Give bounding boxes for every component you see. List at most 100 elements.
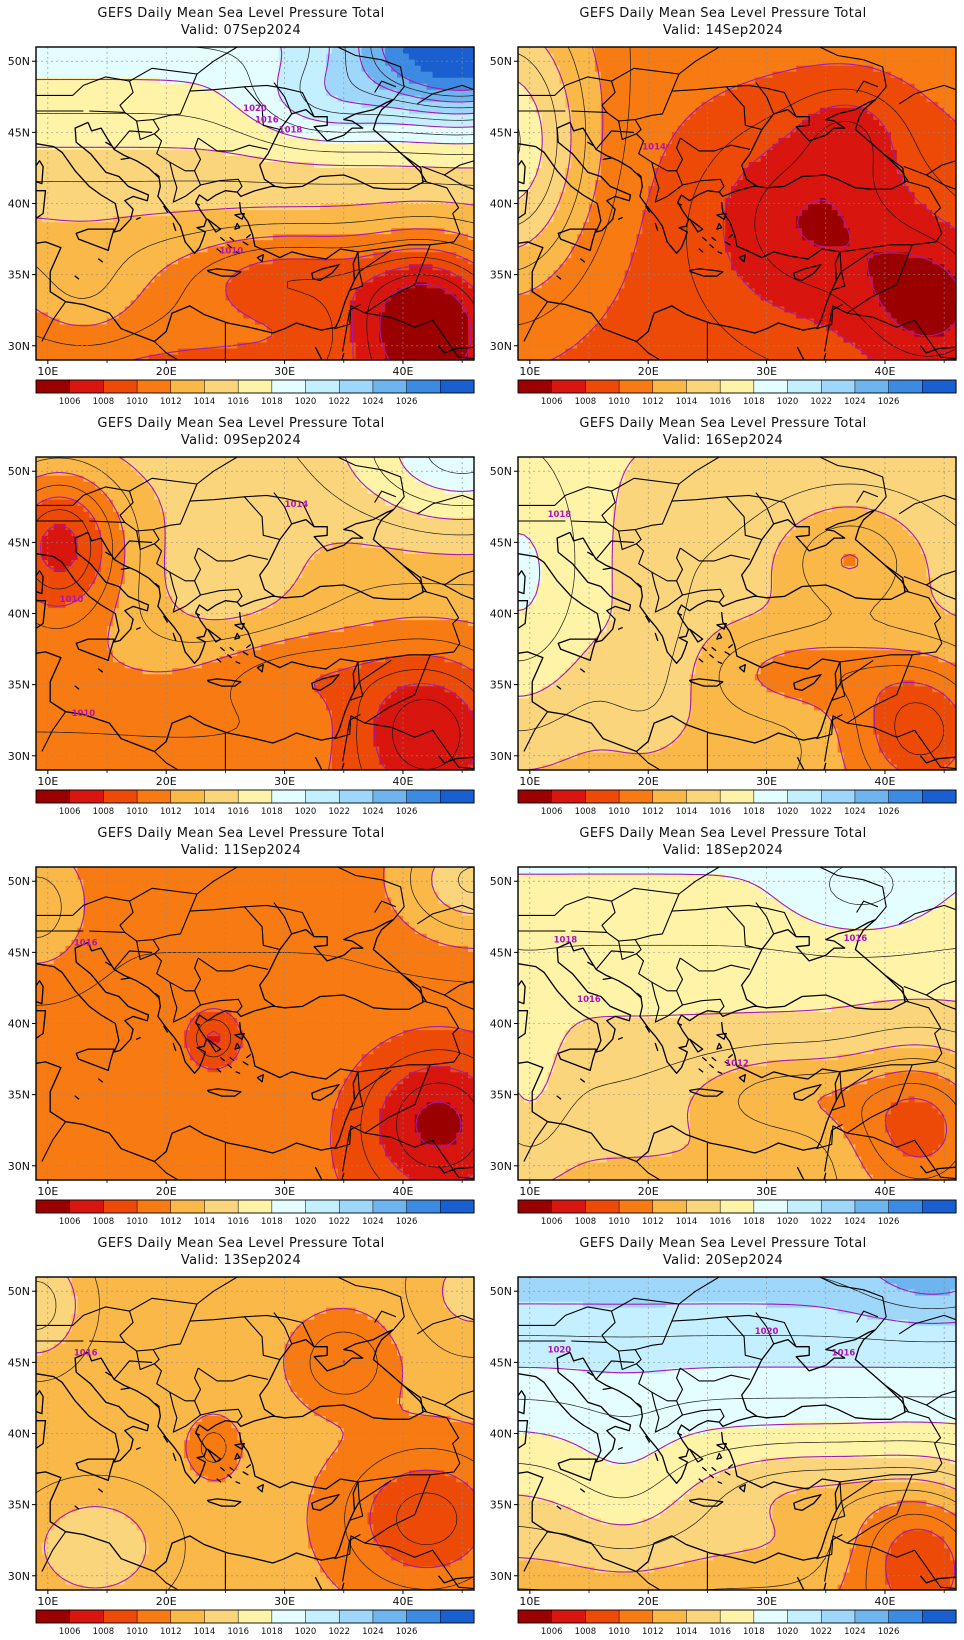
colorbar-label: 1020 (295, 807, 317, 817)
colorbar-swatch (922, 379, 957, 394)
colorbar-swatch (305, 1609, 340, 1624)
colorbar-label: 1012 (160, 397, 182, 407)
lat-tick-label: 45N (8, 126, 30, 139)
colorbar-label: 1008 (93, 1217, 115, 1227)
lon-tick-label: 30E (756, 1185, 777, 1198)
contour-lines (518, 47, 956, 360)
lat-tick-label: 45N (8, 946, 30, 959)
colorbar-label: 1024 (844, 1217, 866, 1227)
panel-valid-date: Valid: 13Sep2024 (0, 1252, 482, 1269)
colorbar-swatch (820, 379, 856, 394)
colorbar-label: 1010 (608, 807, 630, 817)
colorbar-label: 1018 (743, 397, 765, 407)
colorbar-swatch (69, 379, 104, 394)
colorbar-swatch (551, 789, 586, 804)
colorbar-swatch (136, 1609, 172, 1624)
colorbar-label: 1018 (743, 807, 765, 817)
graticule (36, 47, 474, 360)
lon-tick-label: 10E (37, 775, 58, 788)
lat-tick-label: 45N (490, 536, 512, 549)
colorbar-swatch (753, 789, 789, 804)
colorbar-label: 1006 (59, 1627, 81, 1637)
colorbar-label: 1016 (227, 807, 249, 817)
colorbar-swatch (440, 1199, 475, 1214)
isobar-label: 1012 (725, 1059, 749, 1069)
colorbar-label: 1016 (227, 1627, 249, 1637)
colorbar-label: 1026 (396, 1627, 418, 1637)
colorbar-swatch (618, 1199, 654, 1214)
colorbar-label: 1006 (541, 397, 563, 407)
colorbar-swatch (585, 789, 620, 804)
colorbar-label: 1022 (328, 807, 350, 817)
colorbar-label: 1010 (608, 1217, 630, 1227)
panel-title: GEFS Daily Mean Sea Level Pressure Total (0, 5, 482, 22)
map-panel-14Sep2024: GEFS Daily Mean Sea Level Pressure Total… (482, 0, 964, 410)
colorbar-label: 1022 (810, 1627, 832, 1637)
colorbar-swatch (338, 1199, 374, 1214)
panel-valid-date: Valid: 18Sep2024 (482, 842, 964, 859)
colorbar-label: 1006 (541, 807, 563, 817)
isobar-label: 1018 (279, 125, 303, 135)
colorbar-swatch (854, 1609, 890, 1624)
colorbar-label: 1006 (59, 807, 81, 817)
colorbar-label: 1024 (362, 1627, 384, 1637)
lat-tick-label: 50N (490, 875, 512, 888)
lon-tick-label: 30E (274, 1185, 295, 1198)
isobar-label: 1016 (74, 1348, 98, 1358)
colorbar-swatch (103, 1199, 138, 1214)
colorbar-swatch (305, 379, 340, 394)
colorbar-swatch (551, 379, 586, 394)
lon-tick-label: 40E (392, 365, 413, 378)
lat-tick-label: 50N (490, 55, 512, 68)
lon-tick-label: 30E (756, 775, 777, 788)
map-panel-16Sep2024: GEFS Daily Mean Sea Level Pressure Total… (482, 410, 964, 820)
colorbar-label: 1014 (676, 1627, 698, 1637)
isobar-label: 1018 (548, 510, 572, 520)
colorbar-label: 1018 (743, 1627, 765, 1637)
colorbar-swatch (551, 1609, 586, 1624)
colorbar-label: 1016 (709, 397, 731, 407)
colorbar-label: 1014 (676, 397, 698, 407)
lon-tick-label: 10E (519, 1185, 540, 1198)
colorbar-swatch (820, 1199, 856, 1214)
panel-title: GEFS Daily Mean Sea Level Pressure Total (482, 1235, 964, 1252)
colorbar-label: 1026 (396, 1217, 418, 1227)
lon-tick-label: 40E (392, 775, 413, 788)
colorbar-swatch (686, 789, 721, 804)
lat-tick-label: 40N (8, 1018, 30, 1031)
lon-tick-label: 30E (274, 775, 295, 788)
isobar-lines (518, 1277, 956, 1590)
lat-tick-label: 50N (490, 1285, 512, 1298)
isobar-label: 1010 (60, 595, 84, 605)
colorbar-swatch (922, 1609, 957, 1624)
panel-valid-date: Valid: 14Sep2024 (482, 22, 964, 39)
colorbar-label: 1020 (777, 397, 799, 407)
lat-tick-label: 30N (8, 340, 30, 353)
colorbar-swatch (854, 379, 890, 394)
panel-valid-date: Valid: 07Sep2024 (0, 22, 482, 39)
lon-tick-label: 10E (37, 365, 58, 378)
lat-tick-label: 45N (490, 1356, 512, 1369)
lon-tick-label: 20E (156, 365, 177, 378)
pressure-fill (36, 457, 474, 770)
isobar-lines (36, 47, 474, 360)
colorbar-swatch (271, 1199, 307, 1214)
colorbar-label: 1024 (362, 1217, 384, 1227)
colorbar-swatch (719, 1199, 755, 1214)
colorbar-label: 1006 (59, 397, 81, 407)
contour-lines (518, 1277, 956, 1590)
lat-tick-label: 40N (8, 608, 30, 621)
colorbar-swatch (820, 789, 856, 804)
colorbar-swatch (237, 1199, 273, 1214)
lat-tick-label: 30N (490, 340, 512, 353)
colorbar-swatch (271, 379, 307, 394)
colorbar-swatch (69, 1199, 104, 1214)
lon-tick-label: 10E (519, 775, 540, 788)
lat-tick-label: 40N (490, 1018, 512, 1031)
coastlines-borders (36, 47, 474, 360)
colorbar-label: 1010 (126, 807, 148, 817)
colorbar-label: 1008 (93, 807, 115, 817)
